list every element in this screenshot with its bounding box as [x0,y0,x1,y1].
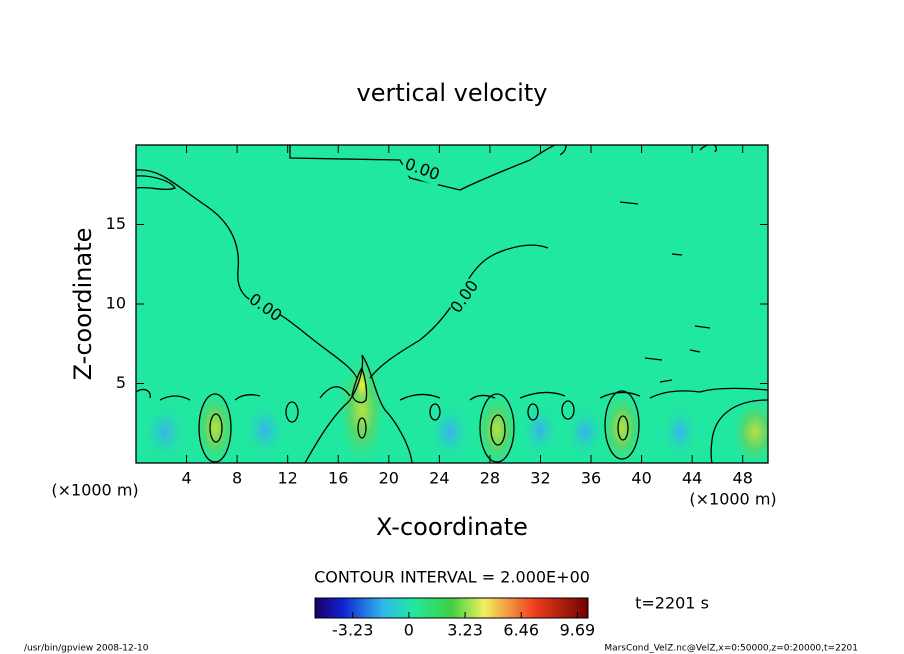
colorbar-tick-label: 9.69 [560,621,596,640]
x-tick-label: 44 [682,469,702,488]
contour-interval: CONTOUR INTERVAL = 2.000E+00 [314,568,590,587]
chart-title: vertical velocity [357,79,548,107]
colorbar-tick-label: 0 [404,621,414,640]
x-tick-label: 48 [733,469,753,488]
x-tick-label: 4 [181,469,191,488]
x-tick-label: 36 [581,469,601,488]
y-axis-label: Z-coordinate [69,228,97,381]
colorbar-tick-label: 6.46 [503,621,539,640]
footer-right: MarsCond_VelZ.nc@VelZ,x=0:50000,z=0:2000… [604,644,858,654]
colorbar [314,597,589,619]
footer-left: /usr/bin/gpview 2008-12-10 [24,644,149,654]
x-tick-label: 32 [530,469,550,488]
y-tick-label: 15 [106,214,126,233]
x-tick-label: 20 [379,469,399,488]
y-tick-label: 10 [106,294,126,313]
x-tick-label: 16 [328,469,348,488]
x-tick-label: 8 [232,469,242,488]
time-label: t=2201 s [635,594,709,613]
x-tick-label: 24 [429,469,449,488]
x-unit-label: (×1000 m) [51,481,138,500]
field: 0.00 0.00 0.00 [136,145,768,463]
colorbar-tick-label: 3.23 [447,621,483,640]
x-tick-label: 40 [631,469,651,488]
x-tick-label: 28 [480,469,500,488]
y-tick-label: 5 [116,373,126,392]
x-tick-label: 12 [278,469,298,488]
x-unit-label: (×1000 m) [689,490,776,509]
x-axis-label: X-coordinate [376,513,528,541]
colorbar-tick-label: -3.23 [332,621,373,640]
